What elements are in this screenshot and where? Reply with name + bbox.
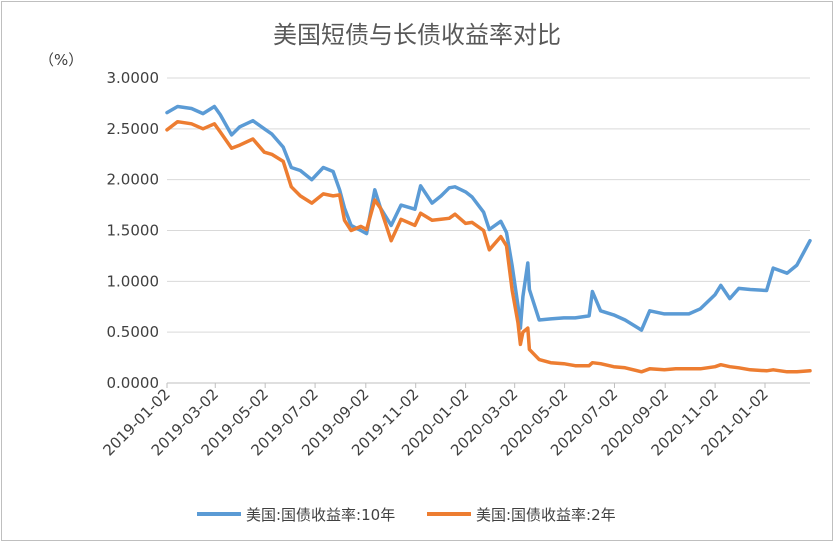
series-line-2y <box>165 119 812 374</box>
y-tick-label: 1.5000 <box>107 222 160 240</box>
y-axis-ticks: 0.0000 0.5000 1.0000 1.5000 2.0000 2.5000 3.00… <box>107 69 160 392</box>
legend-label: 美国:国债收益率:2年 <box>476 506 616 524</box>
y-tick-label: 1.0000 <box>107 272 160 290</box>
y-tick-label: 0.5000 <box>107 323 160 341</box>
series-line-10y <box>165 104 812 332</box>
y-tick-label: 2.0000 <box>107 171 160 189</box>
series-lines <box>165 104 812 374</box>
gridlines <box>167 77 810 384</box>
y-tick-label: 0.0000 <box>107 374 160 392</box>
chart-title: 美国短债与长债收益率对比 <box>273 21 561 49</box>
x-axis-ticks: 2019-01-022019-03-022019-05-022019-07-02… <box>99 383 772 459</box>
y-axis-unit-label: （%） <box>39 51 83 69</box>
legend-label: 美国:国债收益率:10年 <box>246 506 395 524</box>
legend: 美国:国债收益率:10年 美国:国债收益率:2年 <box>197 506 616 524</box>
y-tick-label: 3.0000 <box>107 69 160 87</box>
y-tick-label: 2.5000 <box>107 120 160 138</box>
